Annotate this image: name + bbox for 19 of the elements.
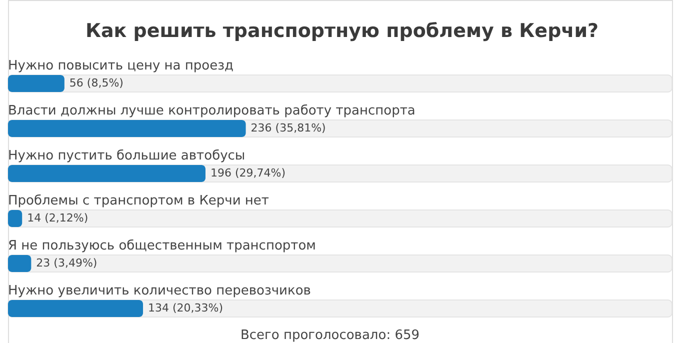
y-tick-label: Нужно пустить большие автобусы	[8, 148, 246, 164]
y-tick-label: Власти должны лучше контролировать работу транспорта	[8, 104, 416, 118]
bar	[8, 165, 206, 182]
bar	[8, 210, 22, 227]
y-tick-label: Проблемы с транспортом в Керчи нет	[8, 194, 270, 208]
y-tick-label: Нужно повысить цену на проезд	[8, 58, 234, 74]
bar	[8, 255, 32, 272]
y-tick-label: Я не пользуюсь общественным транспортом	[8, 238, 316, 254]
data-label: 134 (20,33%)	[148, 302, 224, 314]
data-label: 236 (35,81%)	[250, 122, 326, 134]
annotation: Всего проголосовало: 659	[240, 328, 420, 343]
data-label: 196 (29,74%)	[210, 166, 286, 180]
text: Как решить транспортную проблему в Керчи?	[85, 20, 599, 42]
data-label: 56 (8,5%)	[69, 76, 124, 90]
bar	[8, 300, 144, 317]
data-label: 14 (2,12%)	[27, 212, 88, 224]
bar	[8, 75, 64, 92]
y-tick-label: Нужно увеличить количество перевозчиков	[8, 284, 311, 298]
data-label: 23 (3,49%)	[36, 256, 98, 270]
